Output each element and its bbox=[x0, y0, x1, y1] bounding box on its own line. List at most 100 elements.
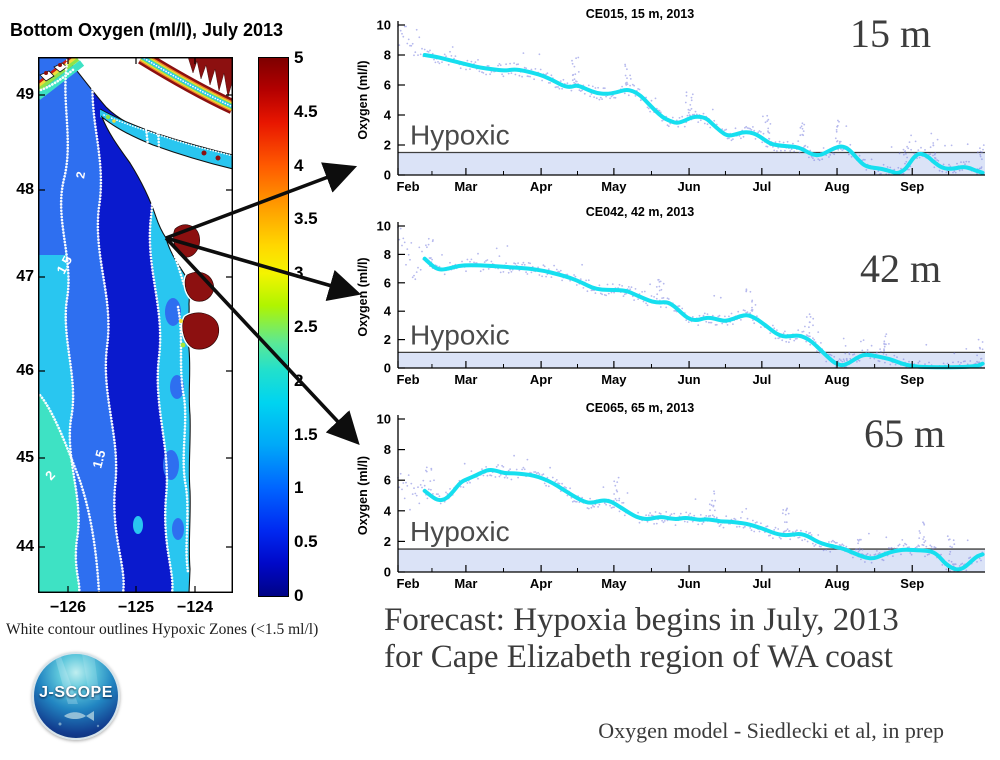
month-tick-label: Jun bbox=[678, 372, 701, 387]
fjord-inlets bbox=[187, 57, 233, 98]
depth-label-42m: 42 m bbox=[860, 246, 942, 291]
month-tick-label: Mar bbox=[454, 372, 477, 387]
y-axis-label: Oxygen (ml/l) bbox=[356, 456, 370, 535]
map-lat-label: 47 bbox=[16, 268, 34, 285]
forecast-headline: Forecast: Hypoxia begins in July, 2013 f… bbox=[384, 602, 990, 676]
fish-icon bbox=[64, 711, 94, 721]
map-lat-label: 45 bbox=[16, 449, 34, 466]
map-lat-label: 49 bbox=[16, 86, 34, 103]
contour-label: 1.5 bbox=[89, 448, 108, 469]
hypoxic-annotation: Hypoxic bbox=[410, 319, 510, 350]
colorbar-tick-label: 2 bbox=[294, 370, 304, 390]
y-tick-label: 10 bbox=[377, 219, 391, 234]
chart-title: CE042, 42 m, 2013 bbox=[586, 205, 694, 219]
month-tick-label: Feb bbox=[396, 179, 419, 194]
colorbar-tick-label: 1 bbox=[294, 478, 304, 498]
month-tick-label: Aug bbox=[824, 179, 849, 194]
y-tick-label: 6 bbox=[384, 275, 391, 290]
colorbar-tick-label: 2.5 bbox=[294, 317, 318, 336]
hypoxic-annotation: Hypoxic bbox=[410, 516, 510, 547]
headline-line1: Forecast: Hypoxia begins in July, 2013 bbox=[384, 602, 899, 638]
colorbar-tick-label: 1.5 bbox=[294, 424, 318, 444]
map-lat-label: 44 bbox=[16, 538, 34, 555]
depth-label-65m: 65 m bbox=[864, 411, 946, 456]
month-tick-label: Apr bbox=[530, 179, 552, 194]
hypoxic-band bbox=[398, 549, 985, 572]
depth-label-15m: 15 m bbox=[850, 11, 932, 56]
month-tick-label: Mar bbox=[454, 576, 477, 591]
month-tick-label: Sep bbox=[900, 372, 924, 387]
contour-label: 2 bbox=[73, 170, 88, 179]
y-tick-label: 2 bbox=[384, 138, 391, 153]
month-tick-label: Apr bbox=[530, 372, 552, 387]
map-lat-label: 46 bbox=[16, 362, 34, 379]
smoothed-oxygen-line bbox=[422, 53, 985, 175]
headline-line2: for Cape Elizabeth region of WA coast bbox=[384, 638, 893, 675]
hypoxic-band bbox=[398, 152, 985, 175]
month-tick-label: Feb bbox=[396, 576, 419, 591]
hypoxic-annotation: Hypoxic bbox=[410, 120, 510, 151]
month-tick-label: May bbox=[601, 179, 627, 194]
chart-title: CE015, 15 m, 2013 bbox=[586, 7, 694, 21]
map-lon-label: −124 bbox=[176, 599, 214, 616]
y-tick-label: 0 bbox=[384, 361, 391, 376]
underwater-scene-icon bbox=[54, 654, 100, 728]
month-tick-label: Sep bbox=[900, 576, 924, 591]
strait-juan-de-fuca bbox=[100, 109, 233, 169]
map-lon-label: −125 bbox=[117, 599, 155, 616]
y-tick-label: 4 bbox=[384, 304, 392, 319]
logo-label: J-SCOPE bbox=[39, 684, 113, 701]
model-attribution: Oxygen model - Siedlecki et al, in prep bbox=[598, 718, 944, 743]
y-tick-label: 0 bbox=[384, 168, 391, 183]
smoothed-oxygen-line bbox=[422, 256, 985, 370]
island-coast-fringe bbox=[38, 57, 85, 100]
y-tick-label: 8 bbox=[384, 247, 391, 262]
chart-title: CE065, 65 m, 2013 bbox=[586, 401, 694, 415]
y-axis-label: Oxygen (ml/l) bbox=[356, 257, 370, 336]
map-caption: White contour outlines Hypoxic Zones (<1… bbox=[6, 621, 319, 638]
month-tick-label: Jul bbox=[752, 372, 771, 387]
month-tick-label: Jun bbox=[678, 576, 701, 591]
bottom-oxygen-map: 1.521.52 bbox=[38, 57, 233, 593]
y-tick-label: 4 bbox=[384, 108, 392, 123]
month-tick-label: May bbox=[601, 576, 627, 591]
chart-ce065: 0 2 4 6 8 10 Feb Mar Apr May Jun Jul Aug Sep Hypoxic CE… bbox=[356, 401, 985, 591]
map-lon-label: −126 bbox=[49, 599, 87, 616]
y-tick-label: 6 bbox=[384, 473, 391, 488]
month-tick-label: Jun bbox=[678, 179, 701, 194]
colorbar-tick-label: 3 bbox=[294, 263, 304, 283]
y-tick-label: 0 bbox=[384, 565, 391, 580]
chart-ce042: 0 2 4 6 8 10 Feb Mar Apr May Jun Jul Aug Sep Hypoxic CE… bbox=[356, 205, 985, 387]
y-tick-label: 8 bbox=[384, 48, 391, 63]
y-tick-label: 10 bbox=[377, 18, 391, 33]
colorbar bbox=[258, 57, 289, 597]
month-tick-label: Mar bbox=[454, 179, 477, 194]
colorbar-tick-label: 4 bbox=[294, 155, 304, 175]
month-tick-label: Jul bbox=[752, 179, 771, 194]
y-tick-label: 6 bbox=[384, 78, 391, 93]
y-tick-label: 2 bbox=[384, 332, 391, 347]
map-lat-label: 48 bbox=[16, 181, 34, 198]
low-oxygen-core-region bbox=[92, 67, 173, 593]
month-tick-label: Sep bbox=[900, 179, 924, 194]
month-tick-label: Aug bbox=[824, 576, 849, 591]
month-tick-label: May bbox=[601, 372, 627, 387]
colorbar-tick-label: 0 bbox=[294, 586, 304, 605]
month-tick-label: Feb bbox=[396, 372, 419, 387]
contour-label: 1.5 bbox=[53, 253, 75, 276]
month-tick-label: Apr bbox=[530, 576, 552, 591]
month-tick-label: Aug bbox=[824, 372, 849, 387]
colorbar-tick-label: 3.5 bbox=[294, 209, 318, 229]
georgia-strait-channel bbox=[138, 57, 233, 114]
smoothed-oxygen-line bbox=[422, 467, 985, 572]
y-axis-label: Oxygen (ml/l) bbox=[356, 60, 370, 139]
colorbar-tick-label: 5 bbox=[294, 48, 304, 67]
month-tick-label: Jul bbox=[752, 576, 771, 591]
map-title: Bottom Oxygen (ml/l), July 2013 bbox=[10, 20, 284, 40]
jscope-logo: J-SCOPE bbox=[32, 652, 120, 740]
chart-ce015: 0 2 4 6 8 10 Feb Mar Apr May Jun Jul Aug Sep Hypoxic CE… bbox=[356, 7, 985, 194]
y-tick-label: 2 bbox=[384, 534, 391, 549]
y-tick-label: 4 bbox=[384, 503, 392, 518]
colorbar-tick-label: 4.5 bbox=[294, 101, 318, 121]
